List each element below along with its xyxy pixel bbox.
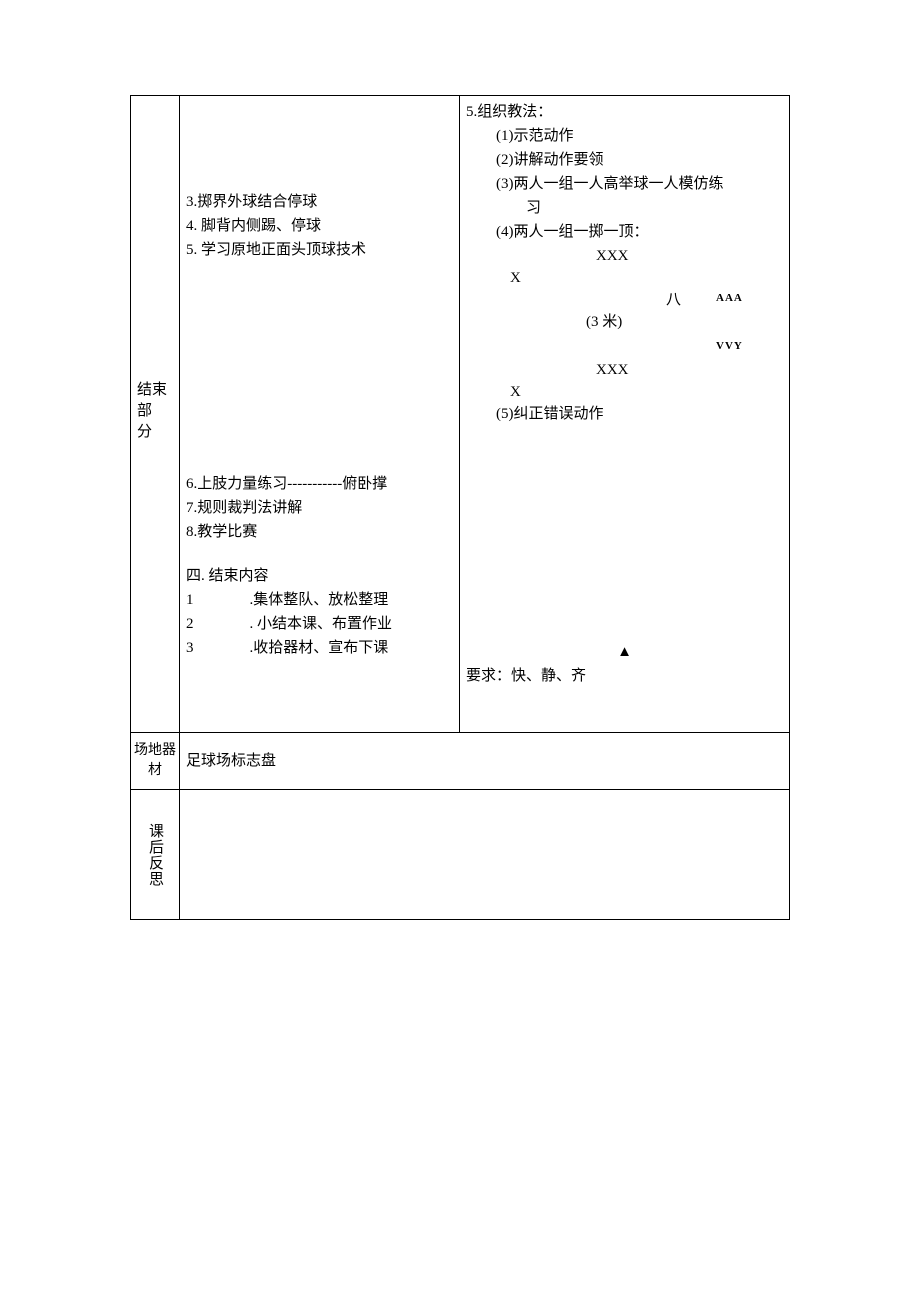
label-reflection: 课后反思 xyxy=(131,790,180,920)
row-reflection: 课后反思 xyxy=(131,790,790,920)
eight-sym: 八 xyxy=(666,288,681,312)
end-1: 1 .集体整队、放松整理 xyxy=(186,588,453,612)
requirement: 要求：快、静、齐 xyxy=(466,664,783,688)
end1-num: 1 xyxy=(186,592,194,608)
col-left-content: 3.掷界外球结合停球 4. 脚背内侧踢、停球 5. 学习原地正面头顶球技术 6.… xyxy=(180,96,460,733)
end-2: 2 . 小结本课、布置作业 xyxy=(186,612,453,636)
end-heading: 四. 结束内容 xyxy=(186,564,453,588)
end3-txt: .收拾器材、宣布下课 xyxy=(250,640,389,656)
x-left-1: X xyxy=(510,266,521,290)
method-head: 5.组织教法： xyxy=(466,100,783,124)
xxx-bottom: XXX xyxy=(596,358,629,382)
li-5: 5. 学习原地正面头顶球技术 xyxy=(186,238,453,262)
method-2: (2)讲解动作要领 xyxy=(466,148,783,172)
equipment-text: 足球场标志盘 xyxy=(186,753,276,769)
li-8: 8.教学比赛 xyxy=(186,520,453,544)
label-ending: 结束部 分 xyxy=(131,96,180,733)
li-3: 3.掷界外球结合停球 xyxy=(186,190,453,214)
end2-txt: . 小结本课、布置作业 xyxy=(250,616,393,632)
reflection-cell xyxy=(180,790,790,920)
xxx-top: XXX xyxy=(596,244,629,268)
method-3a: (3)两人一组一人高举球一人模仿练 xyxy=(466,172,783,196)
row-equipment: 场地器 材 足球场标志盘 xyxy=(131,733,790,790)
aaa-sym: AAA xyxy=(716,290,743,308)
x-left-2: X xyxy=(510,380,521,404)
formation-row-2: X xyxy=(466,266,783,288)
end-3: 3 .收拾器材、宣布下课 xyxy=(186,636,453,660)
label-equip-l1: 场地器 xyxy=(133,741,177,761)
end1-txt: .集体整队、放松整理 xyxy=(250,592,389,608)
col-right-content: 5.组织教法： (1)示范动作 (2)讲解动作要领 (3)两人一组一人高举球一人… xyxy=(460,96,790,733)
lesson-plan-table: 结束部 分 3.掷界外球结合停球 4. 脚背内侧踢、停球 5. 学习原地正面头顶… xyxy=(130,95,790,920)
method-1: (1)示范动作 xyxy=(466,124,783,148)
row-ending-section: 结束部 分 3.掷界外球结合停球 4. 脚背内侧踢、停球 5. 学习原地正面头顶… xyxy=(131,96,790,733)
formation-row-5: VVY xyxy=(466,336,783,358)
formation-row-4: (3 米) xyxy=(466,310,783,336)
triangle: ▲ xyxy=(466,640,783,664)
formation-row-1: XXX xyxy=(466,244,783,266)
li-4: 4. 脚背内侧踢、停球 xyxy=(186,214,453,238)
method-4: (4)两人一组一掷一顶： xyxy=(466,220,783,244)
method-5: (5)纠正错误动作 xyxy=(466,402,783,426)
end3-num: 3 xyxy=(186,640,194,656)
vvy-sym: VVY xyxy=(716,338,743,356)
equipment-cell: 足球场标志盘 xyxy=(180,733,790,790)
label-ending-text: 结束部 分 xyxy=(137,380,173,443)
label-equip-l2: 材 xyxy=(133,761,177,781)
method-3b: 习 xyxy=(466,196,783,220)
label-equipment: 场地器 材 xyxy=(131,733,180,790)
formation-row-7: X xyxy=(466,380,783,402)
formation-row-3: 八 AAA xyxy=(466,288,783,310)
li-7: 7.规则裁判法讲解 xyxy=(186,496,453,520)
distance: (3 米) xyxy=(586,310,622,334)
li-6: 6.上肢力量练习-----------俯卧撑 xyxy=(186,472,453,496)
end2-num: 2 xyxy=(186,616,194,632)
formation-row-6: XXX xyxy=(466,358,783,380)
